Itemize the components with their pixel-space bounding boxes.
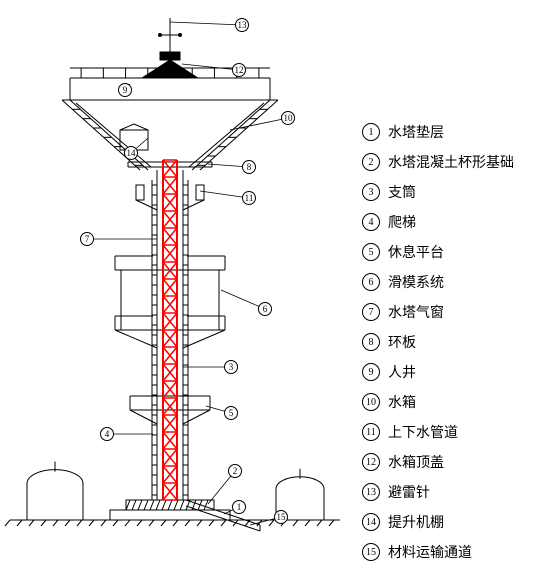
legend-number: 5 — [362, 243, 380, 261]
legend-number: 11 — [362, 423, 380, 441]
legend-item: 5 休息平台 — [362, 242, 542, 262]
legend-number: 9 — [362, 363, 380, 381]
callout-number: 7 — [80, 232, 94, 246]
legend-number: 10 — [362, 393, 380, 411]
legend-label: 避雷针 — [388, 482, 430, 502]
legend-item: 15 材料运输通道 — [362, 542, 542, 562]
legend-item: 7 水塔气窗 — [362, 302, 542, 322]
legend-label: 水箱 — [388, 392, 416, 412]
legend-item: 9 人井 — [362, 362, 542, 382]
callout-number: 12 — [232, 63, 246, 77]
callout-number: 11 — [242, 191, 256, 205]
legend-label: 提升机棚 — [388, 512, 444, 532]
legend-number: 13 — [362, 483, 380, 501]
callout-number: 15 — [274, 510, 288, 524]
callout-number: 8 — [242, 160, 256, 174]
callout-number: 14 — [124, 146, 138, 160]
callout-number: 9 — [118, 83, 132, 97]
legend-number: 3 — [362, 183, 380, 201]
callout-number: 5 — [224, 406, 238, 420]
legend-number: 15 — [362, 543, 380, 561]
callout-number: 3 — [224, 360, 238, 374]
legend-item: 3 支筒 — [362, 182, 542, 202]
legend-label: 支筒 — [388, 182, 416, 202]
legend-label: 滑模系统 — [388, 272, 444, 292]
tower-svg — [0, 0, 350, 560]
legend-label: 爬梯 — [388, 212, 416, 232]
legend-label: 水箱顶盖 — [388, 452, 444, 472]
legend-item: 8 环板 — [362, 332, 542, 352]
legend-number: 7 — [362, 303, 380, 321]
legend-label: 材料运输通道 — [388, 542, 472, 562]
legend-item: 2 水塔混凝土杯形基础 — [362, 152, 542, 172]
callout-number: 2 — [228, 464, 242, 478]
legend: 1 水塔垫层 2 水塔混凝土杯形基础 3 支筒 4 爬梯 5 休息平台 6 滑模系统 7 水塔气窗 8 环板 9… — [362, 122, 542, 572]
legend-label: 人井 — [388, 362, 416, 382]
legend-item: 13 避雷针 — [362, 482, 542, 502]
legend-label: 休息平台 — [388, 242, 444, 262]
legend-number: 6 — [362, 273, 380, 291]
legend-number: 2 — [362, 153, 380, 171]
legend-number: 1 — [362, 123, 380, 141]
legend-item: 11 上下水管道 — [362, 422, 542, 442]
legend-number: 4 — [362, 213, 380, 231]
legend-number: 8 — [362, 333, 380, 351]
callout-number: 13 — [235, 18, 249, 32]
legend-label: 水塔气窗 — [388, 302, 444, 322]
legend-item: 4 爬梯 — [362, 212, 542, 232]
callout-number: 10 — [281, 111, 295, 125]
callout-number: 4 — [100, 427, 114, 441]
legend-label: 上下水管道 — [388, 422, 458, 442]
callout-number: 6 — [258, 302, 272, 316]
tower-diagram — [0, 0, 350, 560]
legend-label: 环板 — [388, 332, 416, 352]
legend-item: 6 滑模系统 — [362, 272, 542, 292]
legend-item: 1 水塔垫层 — [362, 122, 542, 142]
legend-label: 水塔垫层 — [388, 122, 444, 142]
legend-item: 14 提升机棚 — [362, 512, 542, 532]
legend-number: 12 — [362, 453, 380, 471]
legend-item: 12 水箱顶盖 — [362, 452, 542, 472]
legend-item: 10 水箱 — [362, 392, 542, 412]
legend-number: 14 — [362, 513, 380, 531]
legend-label: 水塔混凝土杯形基础 — [388, 152, 514, 172]
callout-number: 1 — [232, 500, 246, 514]
